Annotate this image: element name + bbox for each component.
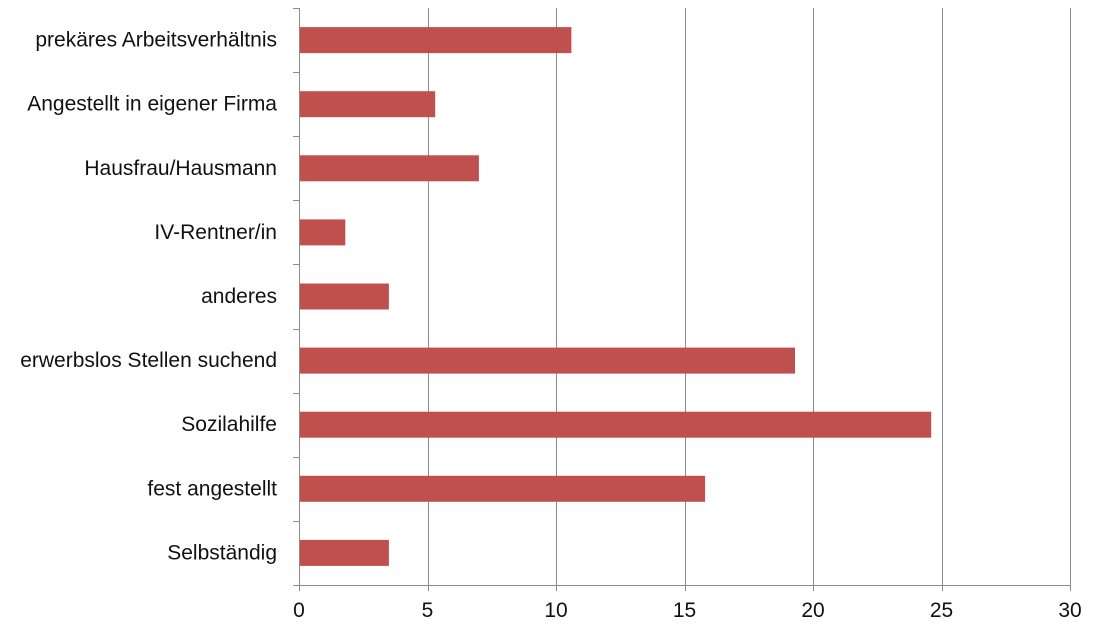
category-label-0: prekäres Arbeitsverhältnis — [35, 29, 277, 52]
x-tick-label-5: 5 — [422, 599, 434, 622]
bar-3 — [300, 219, 346, 246]
category-label-4: anderes — [201, 285, 277, 308]
category-label-3: IV-Rentner/in — [154, 221, 277, 244]
x-tick-label-30: 30 — [1058, 599, 1081, 622]
x-tick-label-15: 15 — [673, 599, 696, 622]
x-tick-label-10: 10 — [544, 599, 567, 622]
x-tick-label-0: 0 — [293, 599, 305, 622]
bar-7 — [300, 475, 706, 502]
category-label-5: erwerbslos Stellen suchend — [20, 349, 277, 372]
x-tick-labels: 0 5 10 15 20 25 30 — [293, 599, 1082, 622]
bar-8 — [300, 539, 389, 566]
bar-0 — [300, 27, 572, 54]
category-label-2: Hausfrau/Hausmann — [84, 157, 277, 180]
x-tick-label-25: 25 — [930, 599, 953, 622]
bar-5 — [300, 347, 795, 374]
category-label-8: Selbständig — [167, 541, 277, 564]
bar-2 — [300, 155, 479, 182]
category-label-1: Angestellt in eigener Firma — [27, 93, 277, 116]
bar-1 — [300, 91, 436, 118]
x-tick-label-20: 20 — [801, 599, 824, 622]
category-labels: prekäres Arbeitsverhältnis Angestellt in … — [20, 29, 277, 565]
category-label-6: Sozilahilfe — [181, 413, 277, 436]
bar-4 — [300, 283, 389, 310]
bar-6 — [300, 411, 932, 438]
category-label-7: fest angestellt — [147, 477, 277, 500]
bars — [300, 27, 932, 566]
axes — [293, 8, 1071, 591]
